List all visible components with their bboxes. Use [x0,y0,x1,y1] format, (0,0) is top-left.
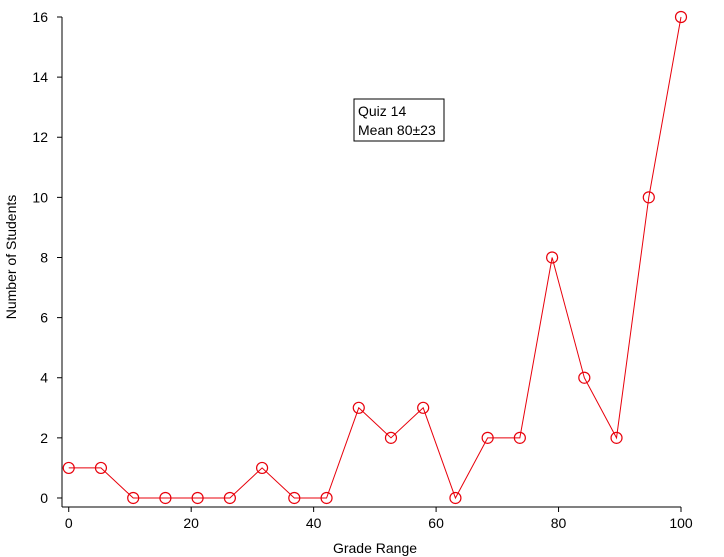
data-point [449,491,462,505]
annotation-line: Mean 80±23 [358,122,436,138]
y-tick-label: 12 [32,129,48,145]
y-tick-label: 2 [40,430,48,446]
annotation-box [353,98,445,142]
data-point [94,461,108,475]
data-point [546,251,559,264]
y-tick-label: 8 [40,249,48,265]
data-point [320,491,333,505]
data-point [127,491,140,505]
y-tick-label: 14 [32,69,48,85]
y-tick-label: 0 [40,490,48,506]
data-point [642,191,655,204]
data-point [62,461,75,475]
x-tick-label: 100 [669,515,693,531]
data-point [610,431,623,444]
y-tick-label: 4 [40,370,48,386]
x-tick-label: 0 [65,515,73,531]
data-point [255,461,269,475]
data-point [513,431,526,444]
x-tick-label: 40 [306,515,322,531]
y-tick-label: 16 [32,9,48,25]
annotation-line: Quiz 14 [358,103,406,119]
data-point [674,10,688,24]
data-point [417,401,430,414]
data-point [191,491,204,505]
data-point [352,401,365,414]
x-axis-title: Grade Range [333,540,417,556]
data-point [481,431,494,444]
x-tick-label: 80 [551,515,567,531]
x-tick-label: 60 [428,515,444,531]
data-point [288,491,301,505]
series-line [68,16,682,500]
y-tick-label: 10 [32,189,48,205]
data-point [384,431,398,444]
x-tick-label: 20 [183,515,199,531]
data-point [578,371,591,384]
y-axis-title: Number of Students [3,195,19,320]
data-point [223,491,236,505]
data-point [159,491,172,505]
y-tick-label: 6 [40,310,48,326]
